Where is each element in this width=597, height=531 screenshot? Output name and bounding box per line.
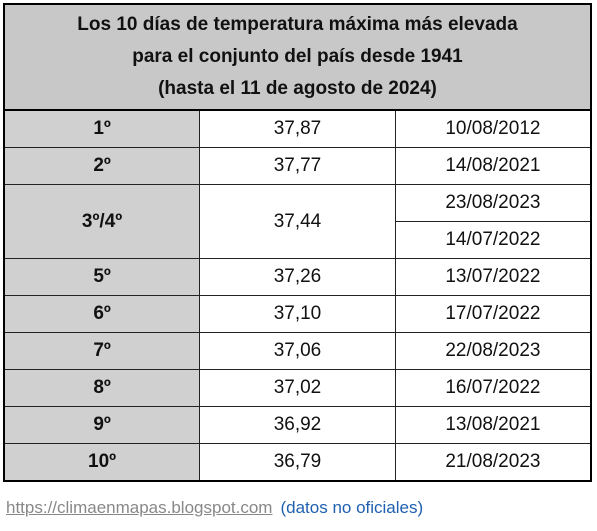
table-row: 10º 36,79 21/08/2023: [3, 443, 592, 482]
date-cell: 17/07/2022: [394, 295, 592, 333]
temp-cell: 36,92: [199, 406, 396, 444]
date-cell: 22/08/2023: [394, 332, 592, 370]
rank-cell: 2º: [3, 147, 201, 185]
rank-cell: 6º: [3, 295, 201, 333]
ranking-table: Los 10 días de temperatura máxima más el…: [3, 3, 592, 482]
date-cell: 10/08/2012: [394, 109, 592, 148]
temp-cell: 37,06: [199, 332, 396, 370]
title-line: (hasta el 11 de agosto de 2024): [158, 78, 437, 99]
rank-cell: 10º: [3, 443, 201, 482]
temp-cell: 37,87: [199, 109, 396, 148]
temp-cell: 37,02: [199, 369, 396, 407]
rank-cell: 5º: [3, 258, 201, 296]
date-cell: 13/07/2022: [394, 258, 592, 296]
date-cell: 14/08/2021: [394, 147, 592, 185]
table-row: 1º 37,87 10/08/2012: [3, 109, 592, 148]
temp-cell: 37,77: [199, 147, 396, 185]
date-cell: 21/08/2023: [394, 443, 592, 482]
source-link[interactable]: https://climaenmapas.blogspot.com: [6, 498, 273, 517]
temp-cell: 37,44: [199, 184, 396, 259]
rank-cell: 3º/4º: [3, 184, 201, 259]
title-line: para el conjunto del país desde 1941: [132, 46, 463, 67]
date-cell: 23/08/2023: [394, 184, 592, 222]
header-row: Los 10 días de temperatura máxima más el…: [3, 3, 592, 111]
table-row: 2º 37,77 14/08/2021: [3, 147, 592, 185]
rank-cell: 1º: [3, 109, 201, 148]
table-row: 9º 36,92 13/08/2021: [3, 406, 592, 444]
rank-cell: 9º: [3, 406, 201, 444]
rank-cell: 8º: [3, 369, 201, 407]
table-row: 8º 37,02 16/07/2022: [3, 369, 592, 407]
temp-cell: 37,10: [199, 295, 396, 333]
table-row: 7º 37,06 22/08/2023: [3, 332, 592, 370]
date-cell: 16/07/2022: [394, 369, 592, 407]
table-wrap: Los 10 días de temperatura máxima más el…: [3, 3, 592, 482]
note: (datos no oficiales): [280, 498, 424, 517]
table-row: 5º 37,26 13/07/2022: [3, 258, 592, 296]
date-cell: 14/07/2022: [394, 221, 592, 259]
footer: https://climaenmapas.blogspot.com (datos …: [6, 498, 423, 518]
table-row: 14/07/2022: [4, 221, 592, 259]
temp-cell: 37,26: [199, 258, 396, 296]
title-cell: Los 10 días de temperatura máxima más el…: [3, 3, 592, 111]
title-line: Los 10 días de temperatura máxima más el…: [77, 14, 518, 35]
rank-cell: 7º: [3, 332, 201, 370]
date-cell: 13/08/2021: [394, 406, 592, 444]
temp-cell: 36,79: [199, 443, 396, 482]
table-row: 3º/4º 37,44 23/08/2023: [3, 184, 592, 259]
table-row: 6º 37,10 17/07/2022: [3, 295, 592, 333]
